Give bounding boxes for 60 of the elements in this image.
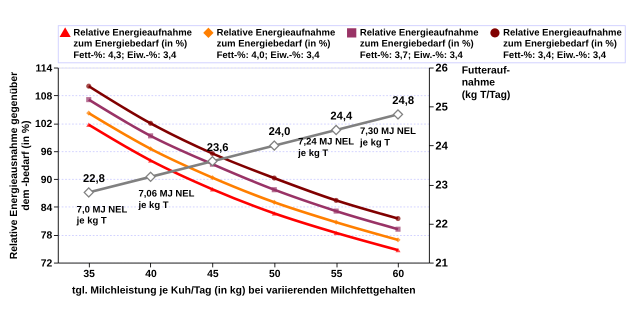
x-tick-label: 35 bbox=[83, 268, 96, 280]
point bbox=[395, 226, 401, 232]
legend-label: Relative Energieaufnahme zum Energiebedarf (in %) Fett-%: 4,3; Eiw.-%: 3,4 bbox=[73, 27, 192, 61]
legend-label: Relative Energieaufnahme zum Energiebedarf (in %) Fett-%: 3,7; Eiw.-%: 3,4 bbox=[360, 27, 478, 61]
y2-tick-label: 22 bbox=[435, 218, 448, 231]
data-label: 23,6 bbox=[206, 142, 229, 154]
x-tick-label: 55 bbox=[330, 268, 343, 280]
point bbox=[330, 124, 342, 136]
point bbox=[269, 140, 280, 151]
x-tick-label: 45 bbox=[207, 268, 219, 280]
y-tick-label: 78 bbox=[40, 230, 52, 242]
y2-tick-label: 23 bbox=[435, 179, 448, 192]
y-tick-label: 72 bbox=[40, 258, 52, 270]
point bbox=[145, 172, 156, 182]
point bbox=[272, 200, 277, 205]
x-tick-label: 60 bbox=[392, 268, 404, 280]
y-axis-title: Relative Energieausnahme gegenüber dem -bedarf (in %) bbox=[8, 72, 32, 260]
y2-tick-label: 24 bbox=[435, 140, 449, 152]
point bbox=[395, 216, 401, 222]
point bbox=[272, 187, 277, 192]
point bbox=[272, 211, 277, 216]
point bbox=[148, 133, 154, 138]
y-tick-label: 108 bbox=[34, 91, 52, 102]
annotation: 7,06 MJ NEL je kg T bbox=[138, 188, 195, 211]
y-tick-label: 114 bbox=[36, 63, 52, 74]
y-tick-label: 90 bbox=[40, 174, 52, 186]
point bbox=[334, 208, 339, 214]
y2-axis-title: Futterauf- nahme (kg T/Tag) bbox=[462, 66, 511, 101]
point bbox=[148, 120, 154, 126]
data-label: 24,0 bbox=[268, 126, 290, 138]
point bbox=[334, 230, 339, 236]
legend-label: Relative Energieaufnahme zum Energiebedarf (in %) Fett-%: 3,4; Eiw.-%: 3,4 bbox=[503, 27, 622, 61]
x-axis-title: tgl. Milchleistung je Kuh/Tag (in kg) bei variierenden Milchfettgehalten bbox=[72, 285, 416, 296]
data-label: 24,4 bbox=[330, 110, 353, 123]
point bbox=[210, 187, 215, 192]
x-tick-label: 50 bbox=[268, 268, 281, 280]
point bbox=[334, 198, 339, 203]
point bbox=[84, 187, 94, 198]
y-tick-label: 102 bbox=[34, 119, 52, 130]
point bbox=[272, 176, 277, 181]
point bbox=[86, 110, 92, 116]
y2-tick-label: 25 bbox=[435, 101, 448, 114]
point bbox=[392, 109, 404, 120]
point bbox=[207, 156, 218, 166]
point bbox=[86, 84, 92, 89]
legend-label: Relative Energieaufnahme zum Energiebedarf (in %) Fett-%: 4,0; Eiw.-%: 3,4 bbox=[216, 27, 336, 61]
annotation: 7,24 MJ NEL je kg T bbox=[297, 136, 354, 159]
data-label: 24,8 bbox=[392, 95, 414, 108]
point bbox=[86, 97, 92, 102]
data-label: 22,8 bbox=[83, 173, 105, 186]
y-tick-label: 96 bbox=[40, 147, 52, 158]
annotation: 7,0 MJ NEL je kg T bbox=[76, 204, 128, 226]
y2-tick-label: 21 bbox=[435, 258, 448, 270]
point bbox=[210, 175, 215, 180]
y-tick-label: 84 bbox=[40, 202, 52, 214]
point bbox=[395, 248, 401, 252]
annotation: 7,30 MJ NEL je kg T bbox=[359, 126, 416, 148]
y2-tick-label: 26 bbox=[435, 62, 448, 74]
x-tick-label: 40 bbox=[145, 268, 158, 280]
point bbox=[148, 146, 154, 152]
